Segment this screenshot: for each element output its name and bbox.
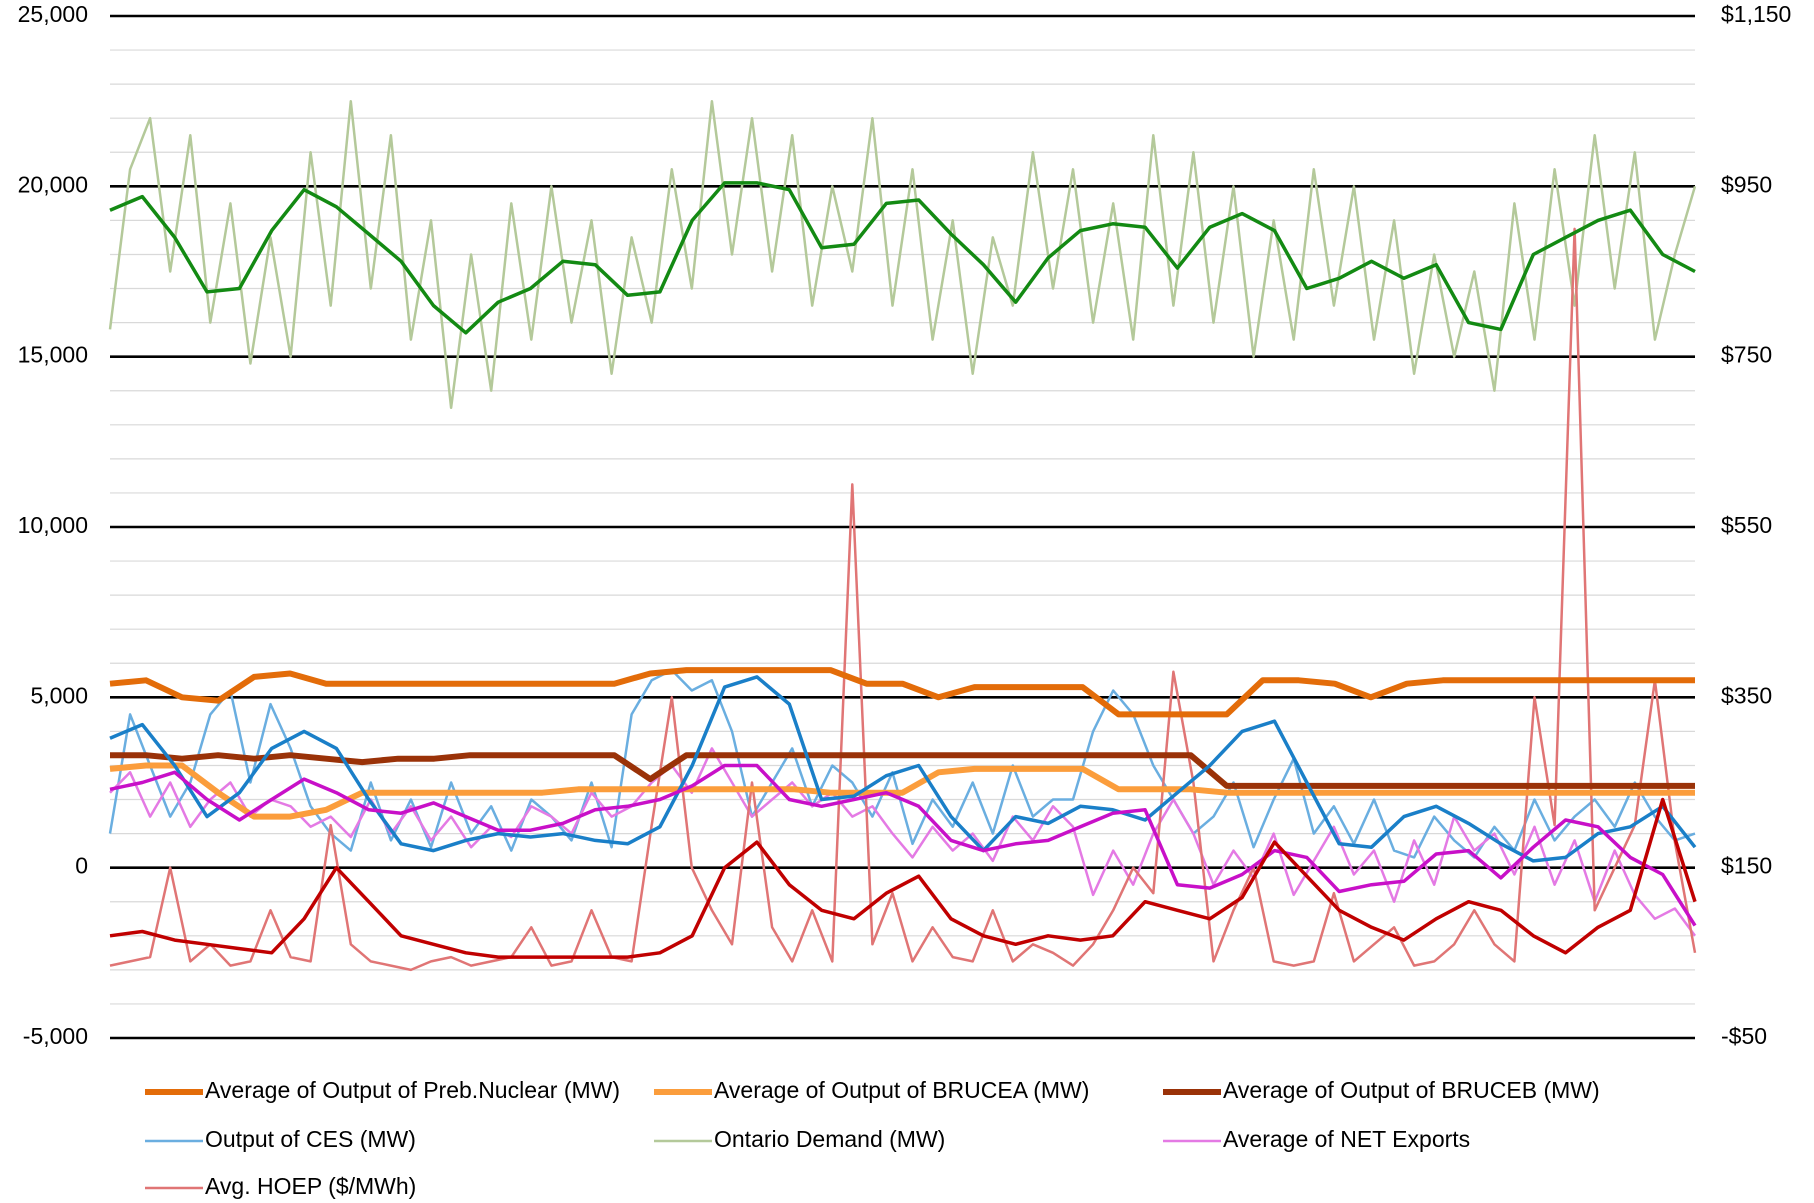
y-tick-label: -5,000 <box>23 1023 88 1049</box>
legend-label: Avg. HOEP ($/MWh) <box>205 1173 416 1199</box>
y-tick-label: 20,000 <box>18 171 88 197</box>
y2-tick-label: $950 <box>1721 171 1772 197</box>
legend-label: Average of Output of BRUCEB (MW) <box>1223 1077 1600 1103</box>
series-line <box>108 99 1697 410</box>
trend-line <box>109 181 1696 335</box>
legend-label: Ontario Demand (MW) <box>714 1126 945 1152</box>
series-line <box>109 762 1695 820</box>
y2-tick-label: $150 <box>1721 853 1772 879</box>
y-tick-label: 15,000 <box>18 342 88 368</box>
y-tick-label: 25,000 <box>18 1 88 27</box>
trend-line <box>109 675 1697 863</box>
trend-line <box>109 797 1697 959</box>
y2-tick-label: $750 <box>1721 342 1772 368</box>
series-line <box>109 667 1695 718</box>
legend-label: Average of Output of BRUCEA (MW) <box>714 1077 1089 1103</box>
y2-tick-label: $350 <box>1721 682 1772 708</box>
series-line <box>109 227 1697 972</box>
y2-tick-label: -$50 <box>1721 1023 1767 1049</box>
y-tick-label: 0 <box>75 853 88 879</box>
y2-tick-label: $550 <box>1721 512 1772 538</box>
legend-label: Average of NET Exports <box>1223 1126 1470 1152</box>
y2-tick-label: $1,150 <box>1721 1 1791 27</box>
legend-label: Output of CES (MW) <box>205 1126 416 1152</box>
trend-line <box>109 763 1697 927</box>
y-tick-label: 5,000 <box>30 682 88 708</box>
legend-label: Average of Output of Preb.Nuclear (MW) <box>205 1077 620 1103</box>
series-line <box>110 752 1695 789</box>
y-tick-label: 10,000 <box>18 512 88 538</box>
